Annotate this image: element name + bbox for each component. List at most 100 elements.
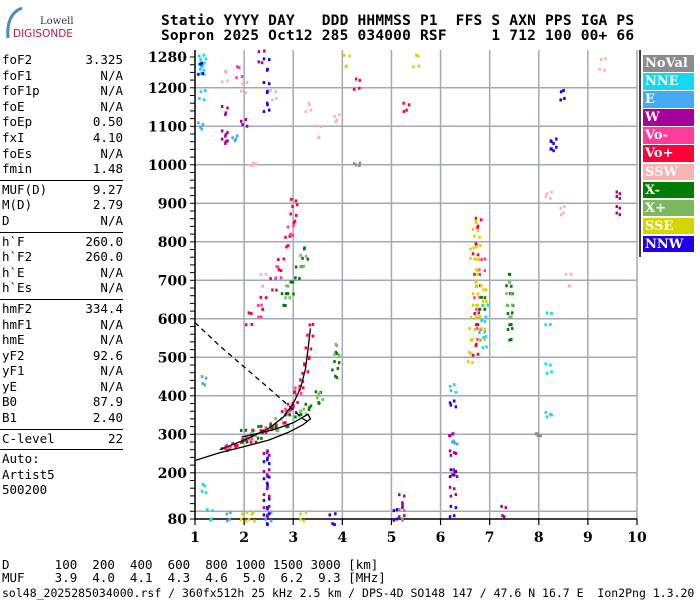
param-row: MUF(D) 9.27 — [0, 182, 123, 198]
trace-point-xplus — [317, 393, 320, 397]
trace-point-voplus — [239, 440, 243, 444]
trace-point-voplus — [358, 78, 362, 82]
trace-point-sse — [481, 300, 485, 304]
trace-point-nnw — [265, 506, 269, 510]
trace-point-xminus — [331, 368, 334, 372]
trace-point-nne — [550, 370, 553, 374]
trace-point-w — [501, 514, 504, 518]
trace-point-voplus — [473, 272, 476, 276]
trace-point-voplus — [479, 218, 483, 222]
param-value: 87.9 — [92, 394, 123, 410]
param-value: N/A — [100, 280, 123, 296]
trace-point-vominus — [291, 233, 295, 237]
trace-point-xplus — [302, 264, 305, 268]
trace-point-w — [265, 473, 269, 477]
trace-point-nne — [483, 319, 487, 323]
trace-point-e — [201, 122, 205, 126]
trace-point-xplus — [510, 303, 514, 307]
trace-point-xminus — [260, 436, 263, 440]
trace-point-nnw — [454, 506, 458, 510]
trace-point-vominus — [299, 391, 303, 395]
trace-point-voplus — [288, 234, 292, 238]
trace-point-nnw — [555, 145, 558, 149]
trace-point-xminus — [302, 247, 306, 251]
trace-point-sse — [475, 304, 478, 308]
trace-point-ssw — [334, 120, 338, 124]
param-name: foF1p — [2, 83, 40, 99]
trace-point-voplus — [259, 429, 263, 433]
trace-point-sse — [483, 337, 487, 341]
trace-point-e — [452, 439, 455, 443]
trace-point-sse — [485, 300, 488, 304]
trace-point-voplus — [291, 406, 295, 410]
trace-point-vominus — [473, 296, 476, 300]
trace-point-nnw — [452, 514, 456, 518]
trace-point-ssw — [251, 161, 255, 165]
trace-point-nnw — [262, 110, 266, 114]
trace-point-nnw — [392, 509, 396, 513]
trace-point-xminus — [239, 428, 243, 432]
muf-curve — [194, 322, 311, 424]
trace-point-ssw — [319, 125, 323, 129]
trace-point-sse — [412, 65, 415, 69]
trace-point-voplus — [292, 221, 295, 225]
trace-point-nnw — [449, 504, 453, 508]
trace-point-w — [220, 105, 224, 109]
trace-point-voplus — [294, 213, 298, 217]
trace-point-xplus — [276, 429, 280, 433]
trace-point-sse — [467, 350, 471, 354]
header-labels: Statio YYYY DAY DDD HHMMSS P1 FFS S AXN … — [161, 13, 635, 29]
trace-point-vominus — [478, 295, 481, 299]
trace-point-nnw — [265, 522, 269, 526]
trace-point-ssw — [545, 192, 549, 196]
trace-point-xplus — [288, 296, 292, 300]
trace-point-xminus — [288, 413, 292, 417]
trace-point-sse — [299, 517, 302, 521]
param-value: N/A — [100, 145, 123, 161]
param-name: yF1 — [2, 363, 25, 379]
param-row: yF2 92.6 — [0, 348, 123, 364]
parameter-panel: foF2 3.325 foF1 N/A foF1p N/A foE N/A foEp 0.50 fx… — [0, 52, 123, 498]
x-tick-label: 7 — [485, 530, 495, 546]
legend-item-e: E — [643, 91, 694, 108]
trace-point-ssw — [600, 58, 603, 62]
trace-point-e — [269, 519, 273, 523]
trace-point-vominus — [260, 303, 263, 307]
trace-point-sse — [471, 292, 475, 296]
trace-point-xminus — [337, 361, 341, 365]
trace-point-xminus — [334, 350, 338, 354]
trace-point-ssw — [244, 91, 248, 95]
trace-point-vominus — [478, 268, 481, 272]
separator — [0, 298, 123, 300]
trace-point-w — [618, 196, 622, 200]
trace-point-vominus — [260, 315, 263, 319]
trace-point-voplus — [247, 311, 251, 315]
trace-point-sse — [253, 519, 256, 523]
param-value: 3.325 — [85, 52, 123, 67]
trace-point-nnw — [268, 82, 271, 86]
lowell-digisonde-logo: Lowell DIGISONDE — [6, 6, 74, 40]
trace-point-nne — [203, 61, 206, 65]
trace-point-vominus — [240, 75, 244, 79]
param-value: 0.50 — [92, 114, 123, 130]
trace-point-sse — [476, 269, 480, 273]
trace-point-nnw — [268, 497, 271, 501]
trace-point-w — [224, 134, 227, 138]
trace-point-nnw — [328, 513, 332, 517]
trace-point-xplus — [508, 280, 512, 284]
trace-point-vominus — [288, 409, 292, 413]
param-name: foF1 — [2, 67, 33, 83]
trace-point-xminus — [294, 276, 297, 280]
trace-point-nnw — [448, 515, 452, 519]
trace-point-voplus — [302, 386, 305, 390]
trace-point-voplus — [264, 430, 268, 434]
trace-point-vominus — [257, 315, 260, 319]
trace-point-nnw — [395, 517, 399, 521]
trace-point-nne — [484, 334, 488, 338]
trace-point-xminus — [478, 307, 481, 311]
trace-point-sse — [476, 229, 480, 233]
trace-point-e — [225, 512, 228, 516]
trace-point-nnw — [262, 81, 266, 85]
trace-point-xminus — [506, 311, 510, 315]
trace-point-w — [618, 213, 622, 217]
